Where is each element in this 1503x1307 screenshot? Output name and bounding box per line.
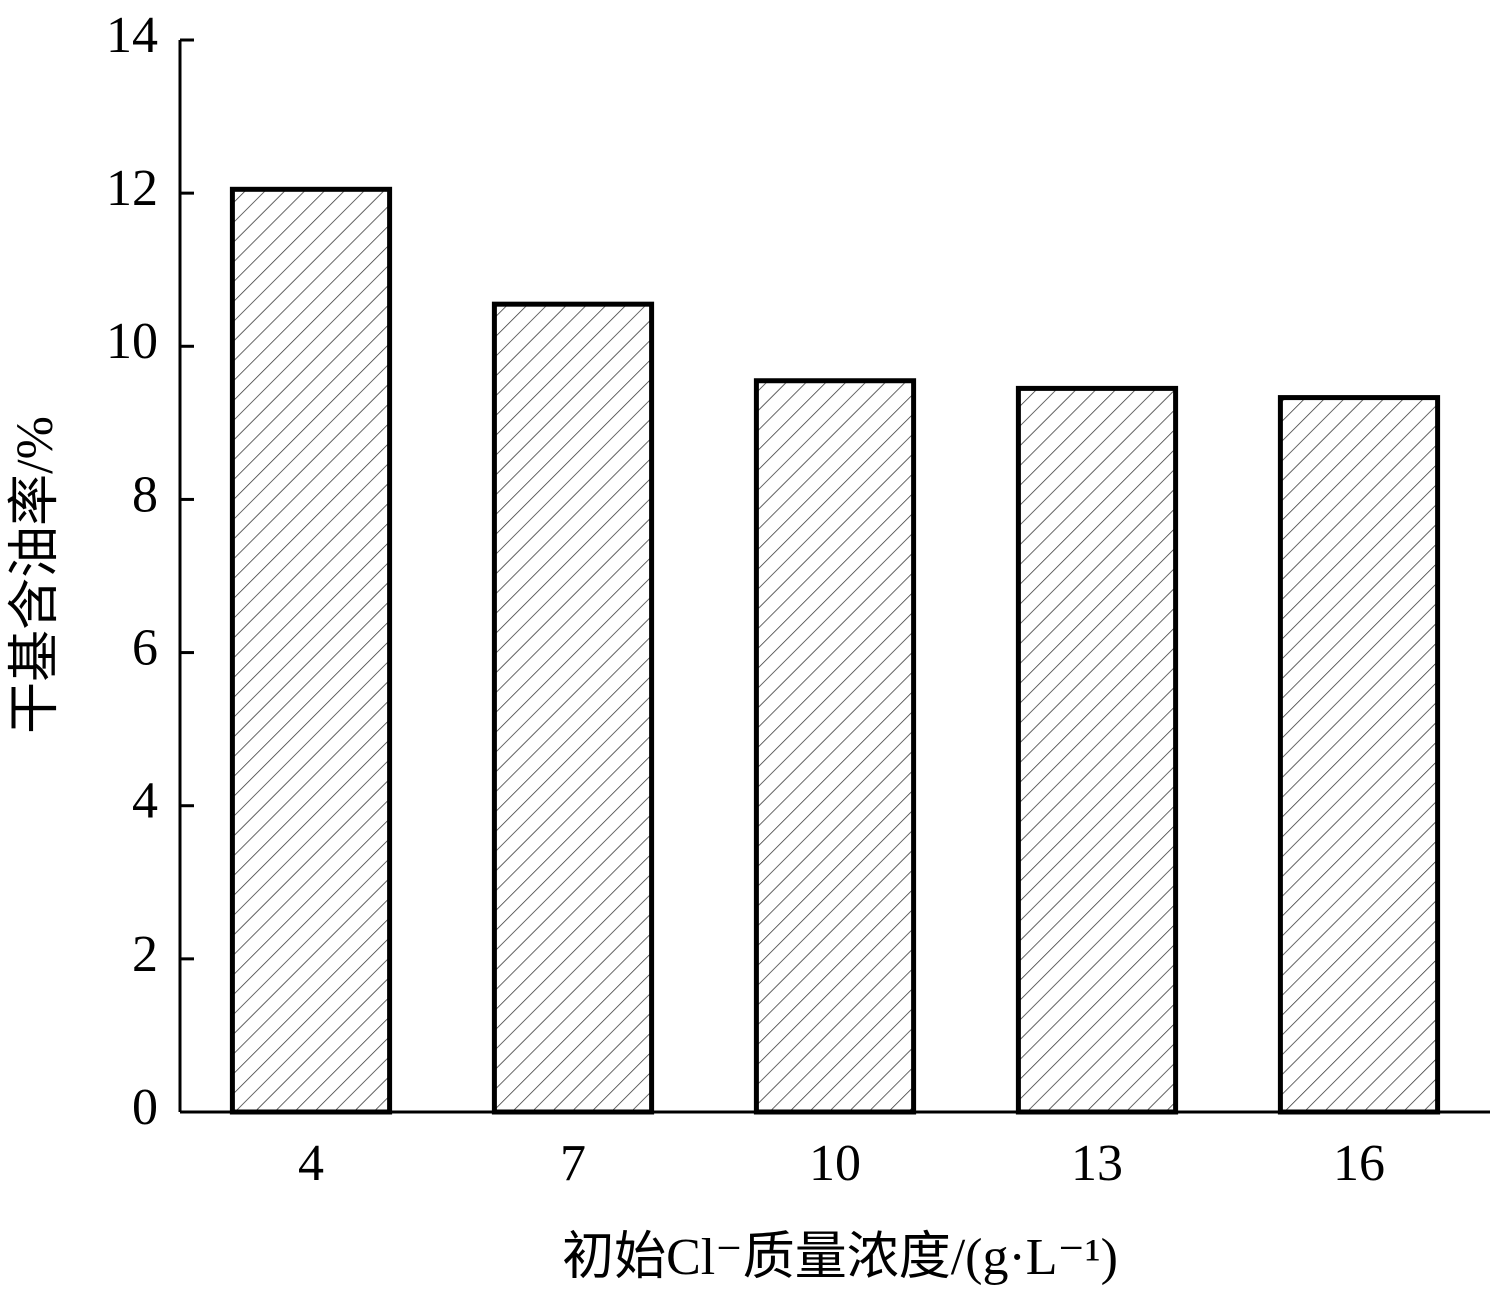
y-tick-label: 6	[132, 620, 158, 677]
y-tick-label: 12	[106, 160, 158, 217]
y-tick-label: 14	[106, 7, 158, 64]
x-tick-label: 16	[1333, 1135, 1385, 1192]
bar	[753, 378, 917, 1115]
bar	[1015, 385, 1179, 1115]
y-tick-label: 8	[132, 466, 158, 523]
bar	[1277, 395, 1441, 1115]
x-tick-label: 10	[809, 1135, 861, 1192]
x-tick-label: 13	[1071, 1135, 1123, 1192]
y-tick-label: 10	[106, 313, 158, 370]
y-tick-label: 0	[132, 1079, 158, 1136]
y-tick-label: 2	[132, 926, 158, 983]
bar	[491, 301, 655, 1115]
y-tick-label: 4	[132, 773, 158, 830]
y-axis-title: 干基含油率/%	[7, 416, 64, 734]
x-tick-label: 4	[298, 1135, 324, 1192]
bar	[229, 186, 393, 1115]
x-tick-label: 7	[560, 1135, 586, 1192]
x-axis-title: 初始Cl⁻质量浓度/(g·L⁻¹)	[562, 1229, 1118, 1286]
